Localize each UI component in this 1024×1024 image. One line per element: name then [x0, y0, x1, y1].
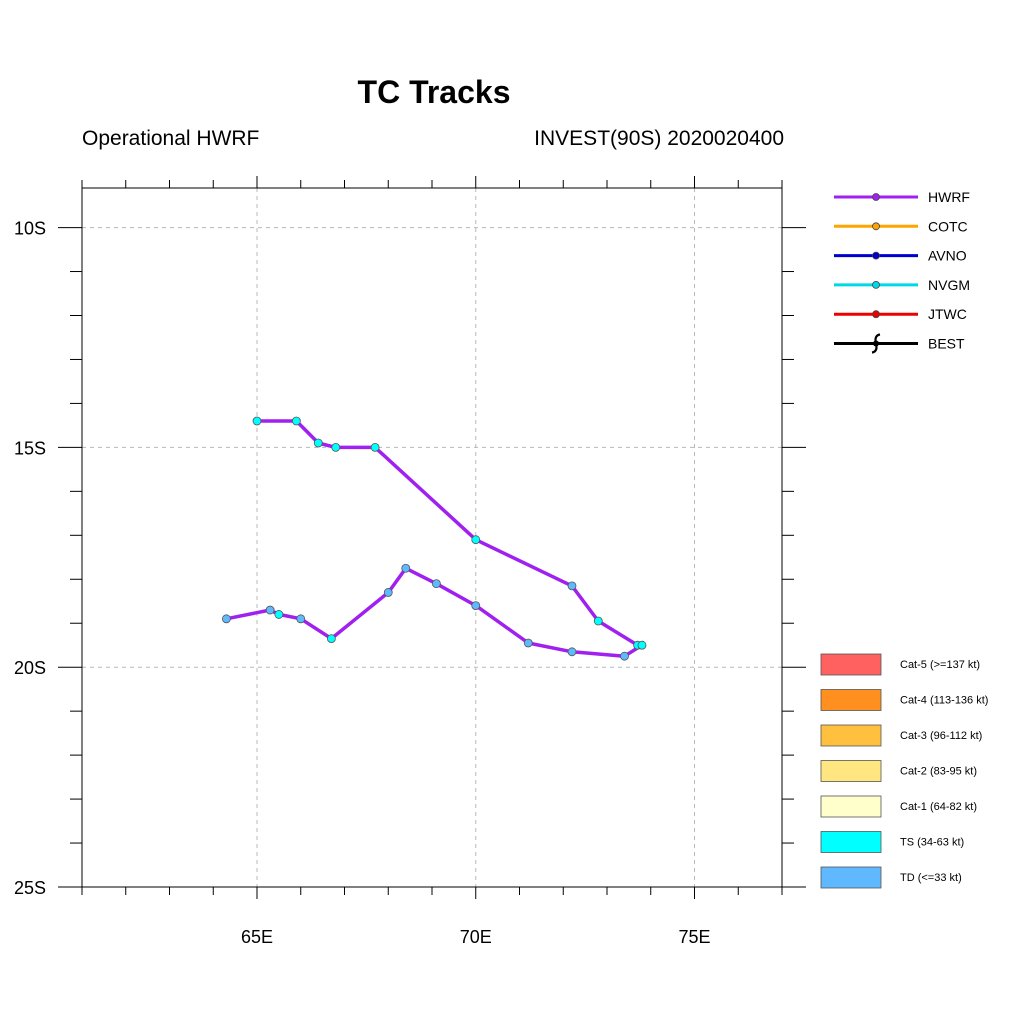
track-point — [221, 614, 231, 624]
track-series — [221, 416, 647, 661]
x-tick-label: 65E — [241, 927, 273, 947]
y-tick-label: 20S — [14, 658, 46, 678]
chart-title: TC Tracks — [357, 74, 511, 110]
intensity-legend: Cat-5 (>=137 kt) Cat-4 (113-136 kt) Cat-3 … — [820, 653, 988, 889]
legend-marker — [872, 222, 880, 231]
axis-ticks: 65E 70E 75E 10S 15S 20S 25S — [14, 176, 806, 947]
track-point — [331, 442, 341, 452]
category-label: Cat-5 (>=137 kt) — [900, 659, 980, 671]
track-point — [265, 605, 275, 615]
track-point — [620, 651, 629, 661]
track-point — [471, 535, 481, 545]
legend-label: JTWC — [928, 306, 967, 322]
legend-label: NVGM — [928, 277, 970, 293]
category-swatch — [820, 653, 882, 676]
category-swatch — [820, 866, 882, 889]
track-point — [296, 614, 306, 624]
track-point — [274, 610, 284, 619]
category-swatch — [820, 724, 882, 747]
legend-marker — [872, 280, 880, 289]
category-swatch — [820, 831, 882, 853]
track-point — [326, 634, 336, 644]
track-point — [471, 601, 481, 611]
legend-marker — [872, 193, 880, 201]
y-tick-label: 25S — [14, 878, 46, 898]
grid-lines — [82, 188, 782, 888]
category-label: Cat-4 (113-136 kt) — [900, 695, 988, 707]
storm-subtitle: INVEST(90S) 2020020400 — [534, 127, 784, 150]
legend-label: HWRF — [928, 189, 970, 205]
hurricane-icon — [871, 333, 881, 354]
legend-label: AVNO — [928, 248, 967, 264]
legend-label: COTC — [928, 218, 968, 234]
category-swatch — [820, 760, 882, 782]
legend-marker — [872, 310, 880, 319]
category-label: Cat-3 (96-112 kt) — [900, 730, 982, 742]
track-point — [567, 581, 577, 591]
category-swatch — [820, 689, 882, 711]
track-point — [370, 442, 380, 452]
category-swatch — [820, 795, 882, 818]
track-point — [383, 588, 393, 597]
x-tick-label: 75E — [678, 927, 710, 947]
category-label: Cat-2 (83-95 kt) — [900, 766, 977, 778]
track-point — [313, 438, 323, 448]
model-legend: HWRF COTC AVNO NVGM JTWC BEST — [834, 189, 970, 354]
track-point — [567, 647, 577, 657]
track-point — [401, 563, 411, 573]
track-point — [252, 416, 262, 426]
y-tick-label: 15S — [14, 438, 46, 458]
category-label: TS (34-63 kt) — [900, 837, 964, 849]
legend-label: BEST — [928, 336, 965, 352]
legend-marker — [872, 251, 880, 260]
track-point — [523, 638, 533, 648]
track-point — [593, 616, 603, 626]
y-tick-label: 10S — [14, 219, 46, 239]
track-line-hwrf — [224, 419, 644, 658]
hurricane-arm-upper — [874, 333, 881, 344]
track-point — [637, 640, 647, 650]
track-point — [431, 579, 441, 589]
hurricane-arm-lower — [871, 343, 878, 354]
model-subtitle: Operational HWRF — [82, 127, 260, 150]
category-label: Cat-1 (64-82 kt) — [900, 801, 977, 813]
plot-frame — [81, 187, 783, 888]
category-label: TD (<=33 kt) — [900, 872, 962, 884]
track-point — [291, 416, 301, 426]
x-tick-label: 70E — [460, 927, 492, 947]
